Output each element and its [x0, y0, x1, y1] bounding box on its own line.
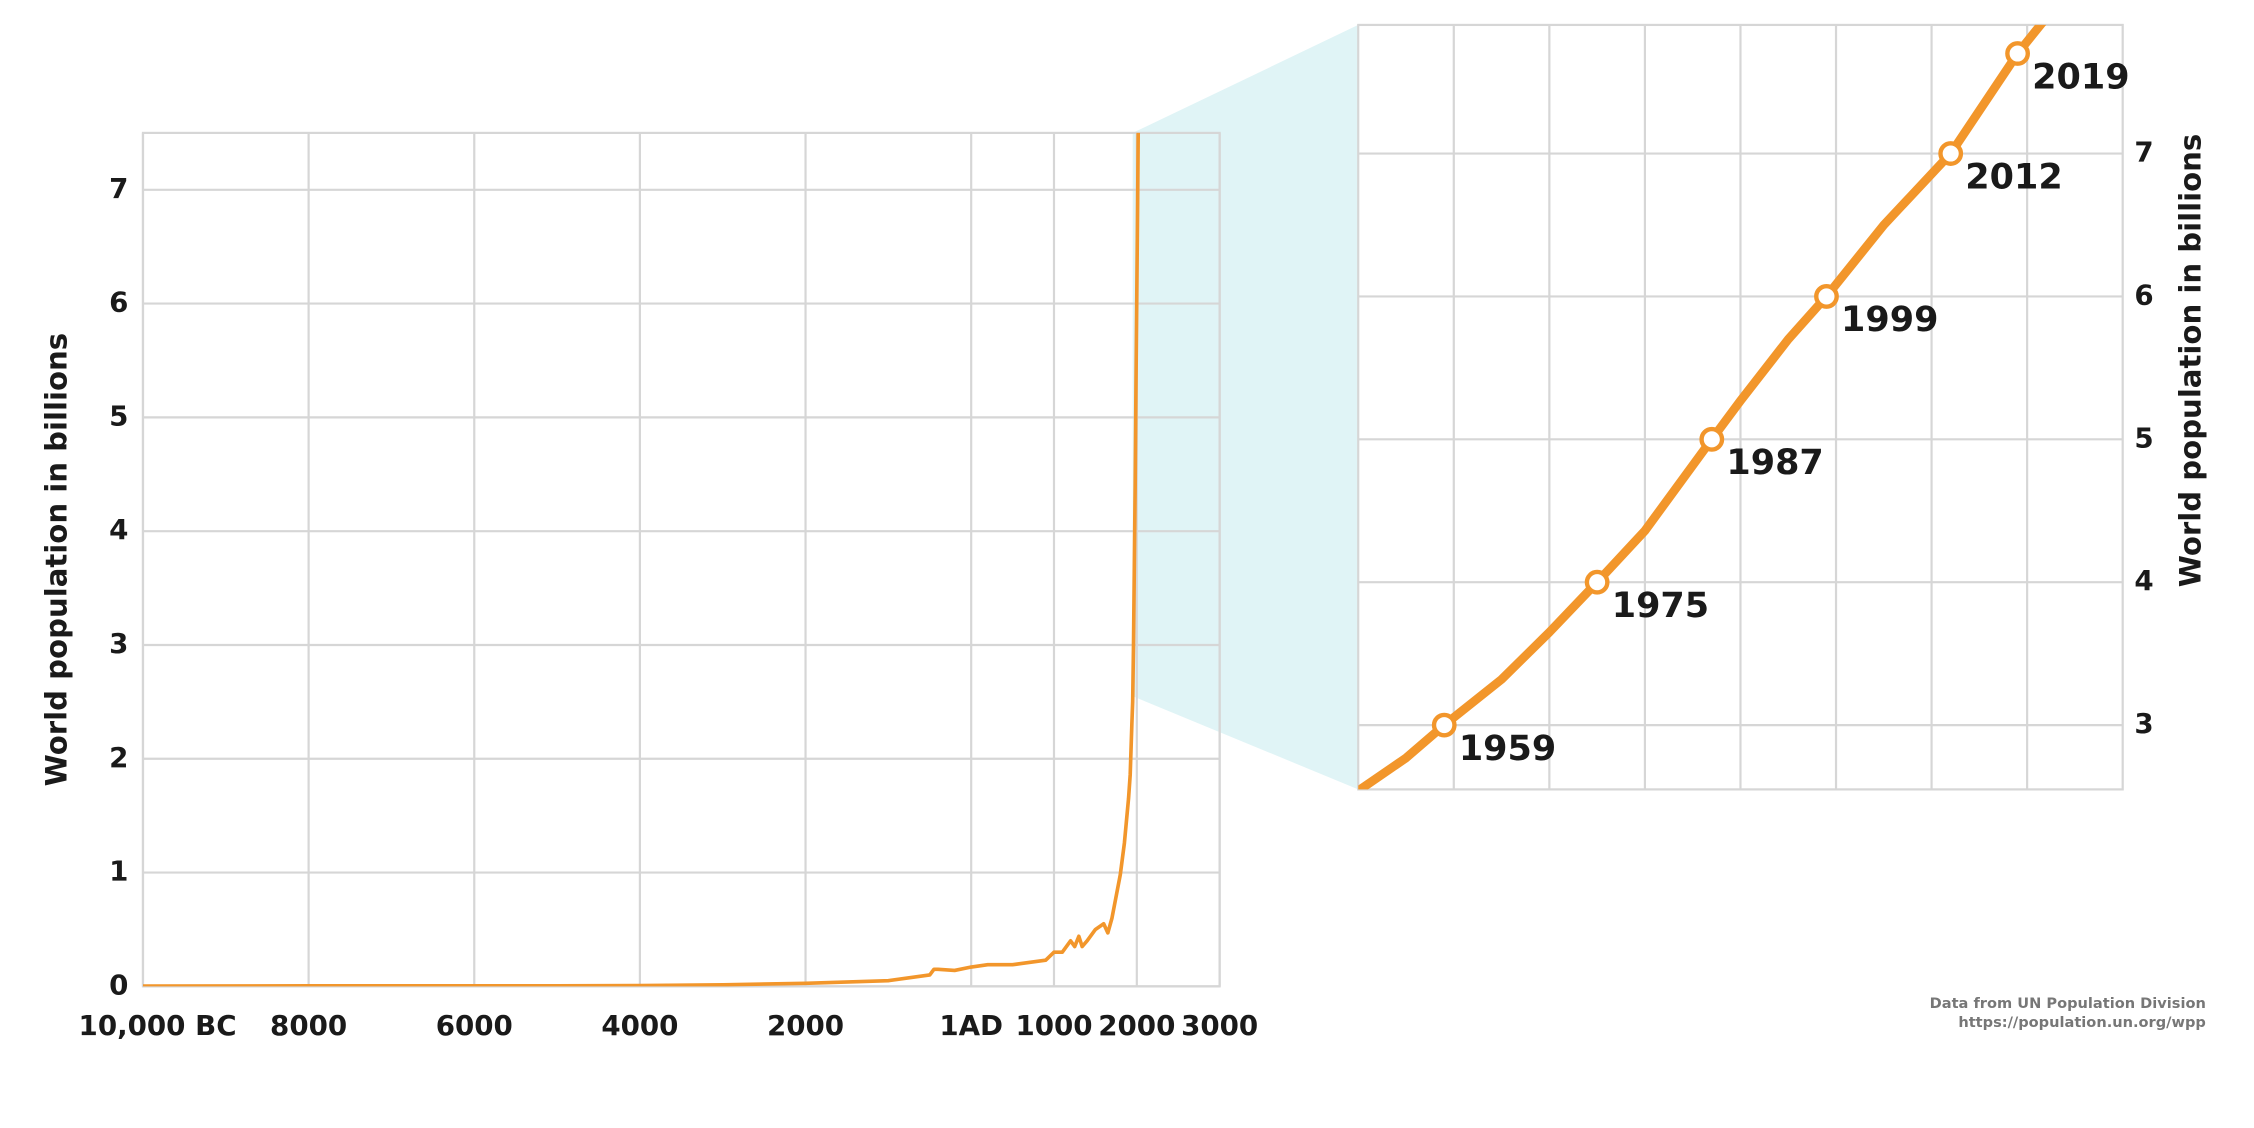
source-url: https://population.un.org/wpp [1958, 1014, 2206, 1031]
x-tick-label: 6000 [436, 1009, 513, 1042]
milestone-label: 1999 [1841, 300, 1938, 340]
x-tick-label: 1000 [1015, 1009, 1092, 1042]
y-tick-label: 3 [109, 627, 128, 660]
zoom-band [1132, 24, 1359, 790]
milestone-marker [2005, 41, 2030, 66]
y-tick-label: 4 [2134, 564, 2153, 597]
y-tick-label: 7 [109, 172, 128, 205]
milestone-label: 2019 [2032, 57, 2129, 97]
x-tick-label: 2000 [1098, 1009, 1175, 1042]
x-tick-label: 3000 [1181, 1009, 1258, 1042]
milestone-label: 1959 [1459, 729, 1556, 769]
y-tick-label: 6 [2134, 278, 2153, 311]
milestone-marker [1431, 712, 1457, 738]
y-tick-label: 3 [2134, 707, 2153, 740]
y-tick-label: 4 [109, 513, 128, 546]
y-tick-label: 6 [109, 286, 128, 319]
data-line [142, 132, 1141, 987]
x-tick-label: 10,000 BC [79, 1009, 237, 1042]
y-tick-label: 5 [2134, 421, 2153, 454]
plot-frame [141, 131, 1221, 988]
source-note: Data from UN Population Division [1930, 995, 2206, 1012]
x-tick-label: 8000 [270, 1009, 347, 1042]
y-tick-label: 5 [109, 399, 128, 432]
y-axis-label: World population in billions [39, 333, 73, 787]
milestone-marker [1938, 141, 1964, 166]
y-tick-label: 7 [2134, 136, 2153, 169]
milestone-label: 1987 [1726, 443, 1823, 483]
y-axis-label: World population in billions [2174, 134, 2208, 588]
plot-frame [1357, 23, 2124, 791]
data-line [1358, 24, 2047, 790]
y-tick-label: 0 [109, 968, 128, 1001]
milestone-label: 2012 [1965, 157, 2062, 197]
milestone-marker [1814, 284, 1839, 309]
y-tick-label: 1 [109, 855, 128, 888]
x-tick-label: 4000 [601, 1009, 678, 1042]
milestone-marker [1584, 569, 1610, 595]
milestone-label: 1975 [1612, 586, 1709, 626]
y-tick-label: 2 [109, 741, 128, 774]
x-tick-label: 1AD [939, 1009, 1003, 1042]
x-tick-label: 2000 [767, 1009, 844, 1042]
milestone-marker [1699, 426, 1725, 452]
